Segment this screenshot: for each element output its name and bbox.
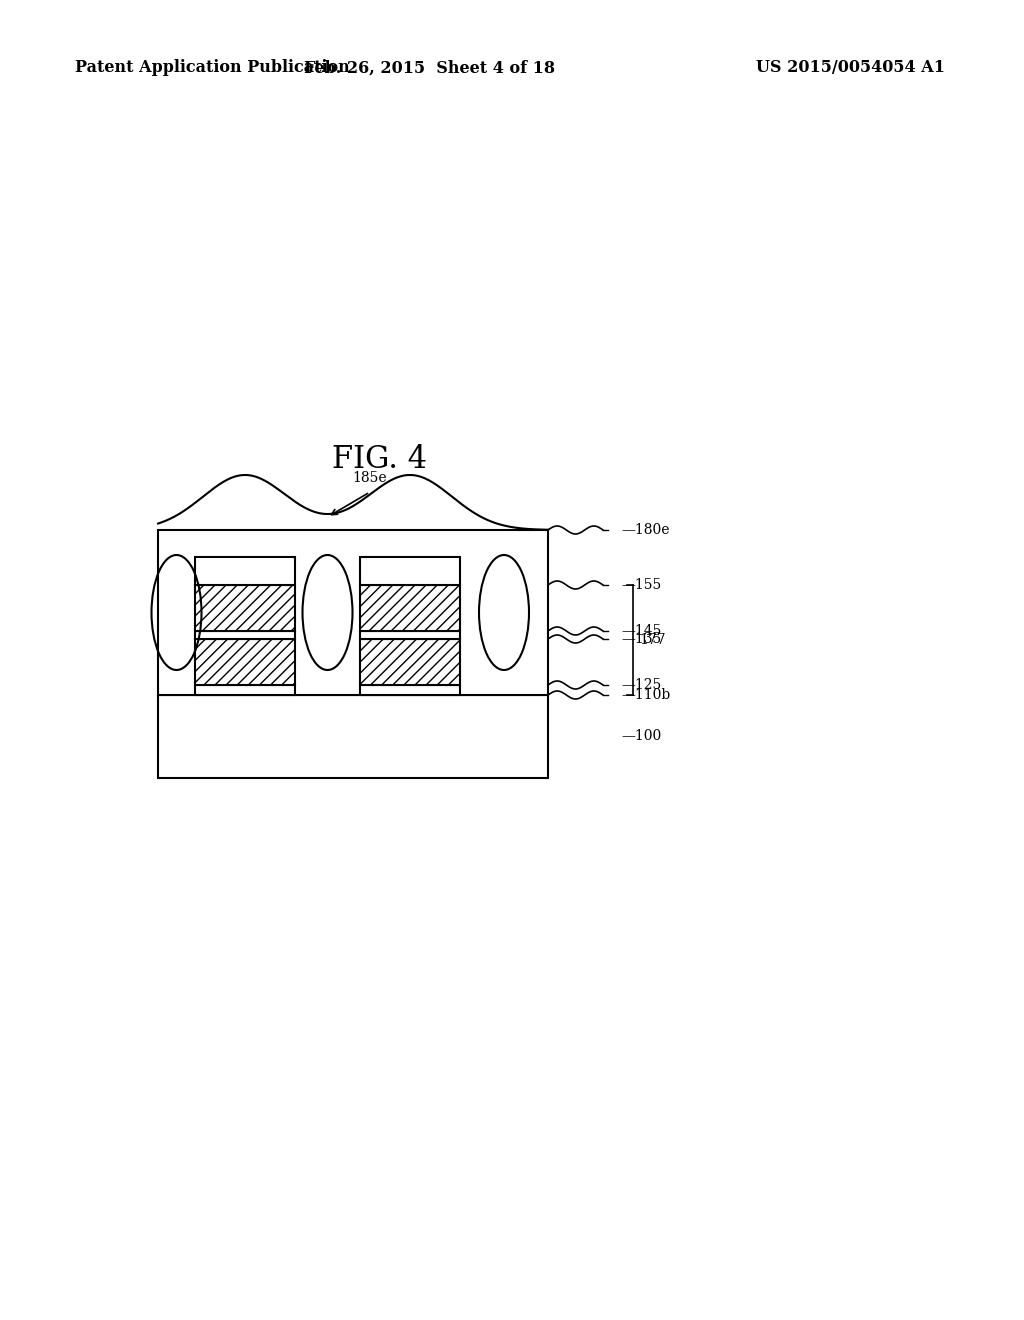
Bar [158, 696, 548, 777]
Text: US 2015/0054054 A1: US 2015/0054054 A1 [756, 59, 944, 77]
Text: Feb. 26, 2015  Sheet 4 of 18: Feb. 26, 2015 Sheet 4 of 18 [304, 59, 556, 77]
Bar [195, 685, 295, 696]
Text: FIG. 4: FIG. 4 [333, 445, 427, 475]
Bar [195, 585, 295, 631]
Text: 177: 177 [639, 634, 666, 647]
Text: —100: —100 [621, 730, 662, 743]
Bar [360, 585, 460, 631]
Bar [195, 631, 295, 639]
Bar [195, 639, 295, 685]
Bar [158, 531, 548, 696]
Text: —135: —135 [621, 632, 662, 645]
Text: 185e: 185e [352, 471, 387, 484]
Bar [360, 557, 460, 585]
Text: —110b: —110b [621, 688, 671, 702]
Bar [360, 631, 460, 639]
Bar [360, 639, 460, 685]
Bar [360, 685, 460, 696]
Text: —180e: —180e [621, 523, 670, 537]
Text: —145: —145 [621, 624, 662, 638]
Text: Patent Application Publication: Patent Application Publication [75, 59, 350, 77]
Text: —155: —155 [621, 578, 662, 591]
Text: —125: —125 [621, 678, 662, 692]
Bar [195, 557, 295, 585]
